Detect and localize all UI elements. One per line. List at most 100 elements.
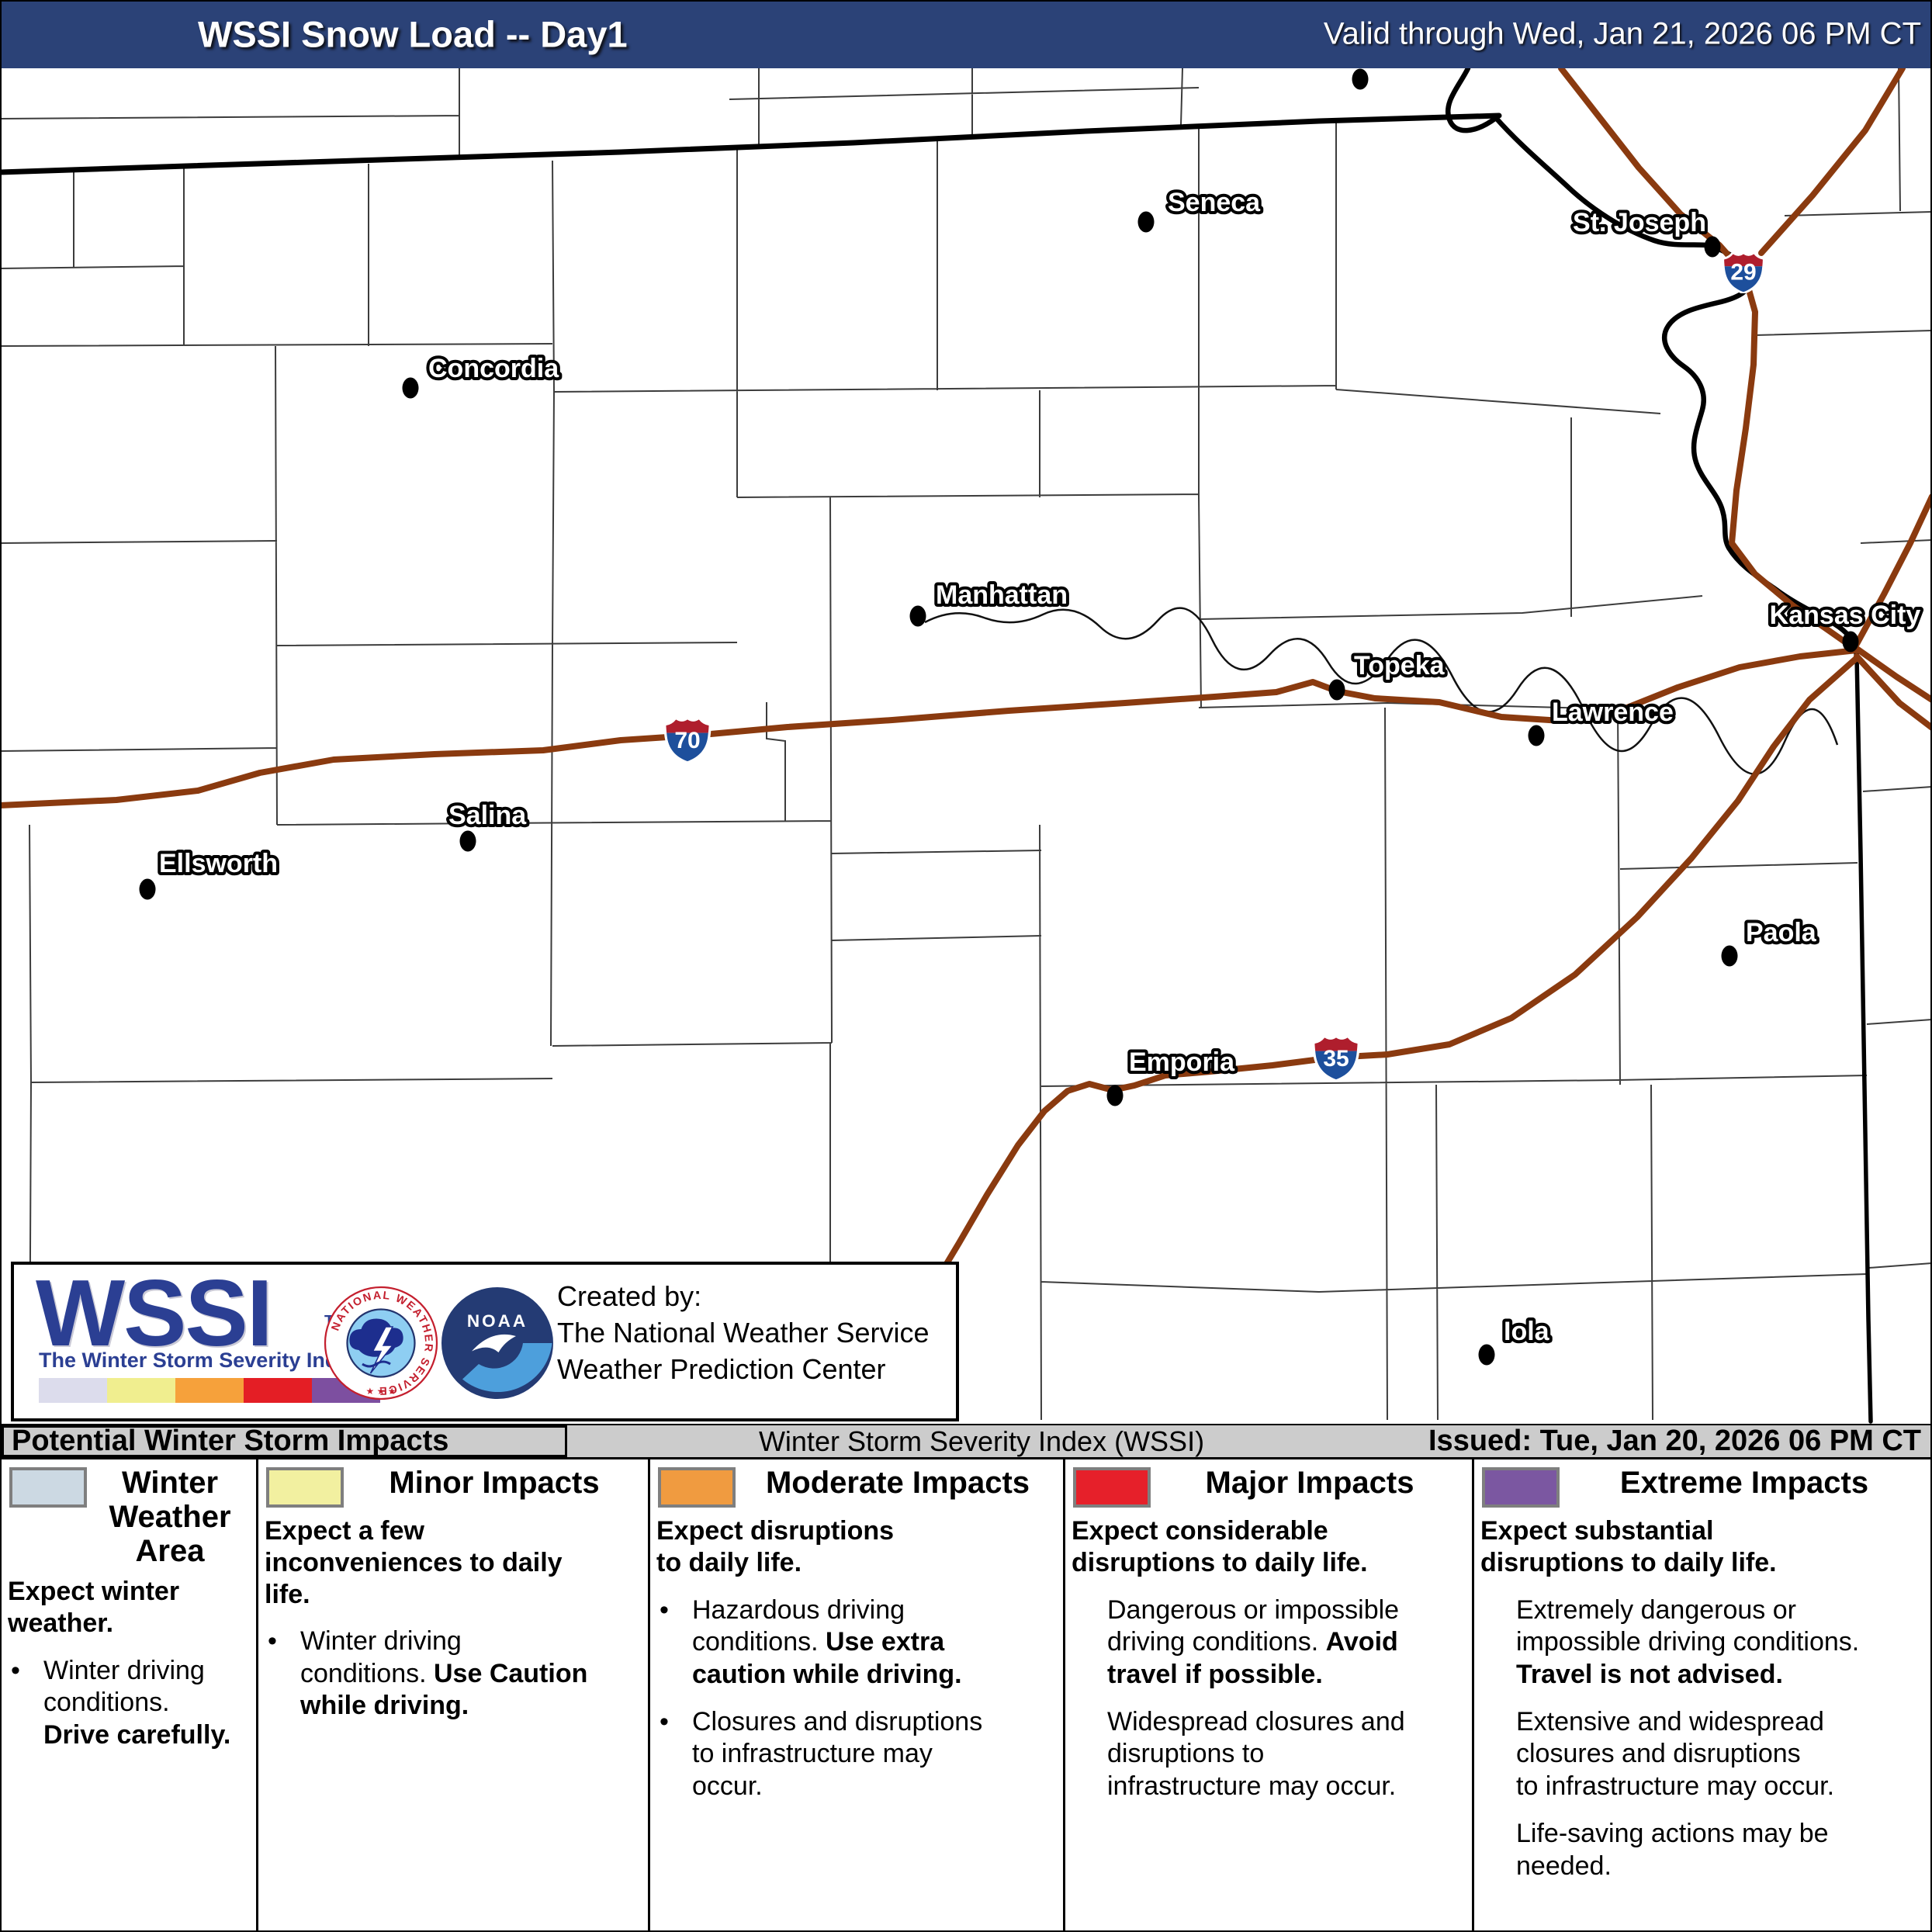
interstate-70-road	[0, 647, 1860, 808]
bullet-icon: •	[660, 1707, 669, 1736]
lightning-bolt-icon	[369, 1326, 394, 1374]
legend-item: •Extensive and widespread closures and d…	[1480, 1706, 1924, 1802]
valid-through-text: Valid through Wed, Jan 21, 2026 06 PM CT	[1323, 16, 1921, 51]
city-label: Ellsworth	[159, 849, 278, 878]
legend-item: •Widespread closures and disruptions to …	[1072, 1706, 1464, 1802]
interstate-number: 70	[674, 728, 700, 753]
highways	[0, 68, 1932, 1285]
legend-item-text: Dangerous or impossible driving conditio…	[1107, 1594, 1400, 1689]
legend-columns: Winter Weather Area Expect winter weather…	[0, 1459, 1932, 1932]
severity-bar-segment	[107, 1378, 175, 1403]
created-by-line: The National Weather Service	[557, 1316, 930, 1349]
highway-northeast-of-kc	[1854, 493, 1932, 647]
nws-logo: NATIONAL WEATHER SERVICE ★ ★ ★	[324, 1286, 438, 1401]
city-dot	[1137, 211, 1155, 233]
wssi-wordmark: WSSI	[36, 1260, 273, 1366]
nws-stars: ★ ★ ★	[366, 1386, 396, 1397]
severity-bar-segment	[39, 1378, 107, 1403]
city-dot	[1328, 679, 1345, 701]
city-dot	[1721, 945, 1738, 967]
legend-column-minor-impacts: Minor Impacts Expect a few inconveniences…	[258, 1459, 650, 1932]
city-label: Kansas City	[1770, 601, 1921, 630]
legend-column-header: Major Impacts	[1072, 1466, 1464, 1508]
city-label: Lawrence	[1552, 698, 1674, 727]
city-dot	[909, 605, 926, 627]
city-label: Concordia	[428, 354, 559, 383]
legend-intro: Expect disruptions to daily life.	[656, 1516, 895, 1577]
interstate-shields: 29 70 35	[663, 248, 1766, 1081]
noaa-text: NOAA	[467, 1311, 528, 1331]
legend-item: • Winter driving conditions. Use Caution …	[265, 1626, 640, 1722]
severity-color-bar	[39, 1378, 380, 1403]
legend-title: Winter Weather Area	[109, 1466, 231, 1568]
legend-item-text: Extremely dangerous or impossible drivin…	[1516, 1594, 1860, 1689]
legend-swatch	[658, 1467, 736, 1508]
legend-item-text: Extensive and widespread closures and di…	[1516, 1707, 1835, 1801]
legend-column-moderate-impacts: Moderate Impacts Expect disruptions to da…	[650, 1459, 1065, 1932]
legend-title: Moderate Impacts	[765, 1466, 1030, 1500]
city-markers: Seneca St. Joseph Concordia Manhattan Topeka…	[139, 68, 1923, 1366]
legend-column-header: Extreme Impacts	[1480, 1466, 1924, 1508]
bullet-icon: •	[660, 1594, 669, 1625]
map-background	[0, 68, 1932, 1424]
legend-column-extreme-impacts: Extreme Impacts Expect substantial disrup…	[1474, 1459, 1932, 1932]
bullet-icon: •	[11, 1655, 20, 1685]
legend-item: •Dangerous or impossible driving conditi…	[1072, 1594, 1464, 1691]
interstate-29-road	[1558, 68, 1860, 653]
legend-title: Major Impacts	[1205, 1466, 1414, 1500]
legend-column-header: Minor Impacts	[265, 1466, 640, 1508]
city-label: Salina	[448, 801, 527, 830]
header-bar: WSSI Snow Load -- Day1 Valid through Wed…	[0, 0, 1932, 68]
city-label: Manhattan	[936, 580, 1068, 610]
legend-item-text: Winter driving conditions. Drive careful…	[43, 1655, 231, 1750]
city-label: Emporia	[1129, 1047, 1235, 1077]
legend-band-title: Potential Winter Storm Impacts	[2, 1425, 567, 1457]
interstate-number: 29	[1730, 260, 1756, 286]
legend-swatch	[266, 1467, 344, 1508]
legend-item: •Life-saving actions may be needed.	[1480, 1818, 1924, 1882]
legend-column-header: Winter Weather Area	[8, 1466, 248, 1568]
city-label: Seneca	[1168, 188, 1261, 217]
city-label: St. Joseph	[1573, 208, 1706, 237]
kansas-missouri-border	[1854, 653, 1873, 1424]
legend-item: • Hazardous driving conditions. Use extra…	[656, 1594, 1055, 1691]
legend-item: • Closures and disruptions to infrastruct…	[656, 1706, 1055, 1802]
kansas-river	[924, 607, 1839, 775]
interstate-35-road	[933, 655, 1860, 1285]
city-dot	[1106, 1085, 1124, 1106]
legend-swatch	[9, 1467, 87, 1508]
legend-swatch	[1482, 1467, 1560, 1508]
legend-title: Minor Impacts	[389, 1466, 600, 1500]
city-dot	[1478, 1344, 1495, 1366]
legend-item-text: Life-saving actions may be needed.	[1516, 1819, 1829, 1881]
city-dot	[1352, 68, 1369, 90]
city-dot	[1528, 725, 1545, 746]
highway-east-of-kc	[1854, 646, 1932, 703]
legend-header-band: Potential Winter Storm Impacts Winter St…	[0, 1424, 1932, 1459]
city-label: Paola	[1746, 918, 1817, 947]
legend-column-major-impacts: Major Impacts Expect considerable disrupt…	[1065, 1459, 1474, 1932]
severity-bar-segment	[244, 1378, 312, 1403]
interstate-number: 35	[1323, 1046, 1349, 1072]
noaa-logo: NOAA	[441, 1287, 553, 1399]
created-by-block: Created by: The National Weather Service…	[557, 1279, 930, 1387]
legend-intro: Expect a few inconveniences to daily lif…	[265, 1516, 563, 1609]
legend-item-text: Hazardous driving conditions. Use extra …	[692, 1594, 962, 1689]
water-waves-icon	[362, 1360, 391, 1368]
logo-box: WSSI TM The Winter Storm Severity Index …	[11, 1260, 959, 1421]
legend-item: •Extremely dangerous or impossible drivi…	[1480, 1594, 1924, 1691]
legend-intro: Expect substantial disruptions to daily …	[1480, 1516, 1777, 1577]
legend-intro: Expect winter weather.	[8, 1577, 180, 1638]
legend-title: Extreme Impacts	[1619, 1466, 1869, 1500]
wssi-map: 29 70 35 Seneca St. Joseph Concordia Manhatta…	[0, 68, 1932, 1424]
bullet-icon: •	[268, 1626, 277, 1657]
legend-column-header: Moderate Impacts	[656, 1466, 1055, 1508]
missouri-river	[1446, 68, 1860, 659]
county-boundaries	[0, 68, 1932, 1421]
noaa-crescent	[462, 1343, 552, 1393]
nebraska-kansas-border	[0, 113, 1502, 175]
legend-item-text: Widespread closures and disruptions to i…	[1107, 1707, 1405, 1801]
city-dot	[402, 377, 419, 399]
issued-text: Issued: Tue, Jan 20, 2026 06 PM CT	[1428, 1425, 1921, 1457]
